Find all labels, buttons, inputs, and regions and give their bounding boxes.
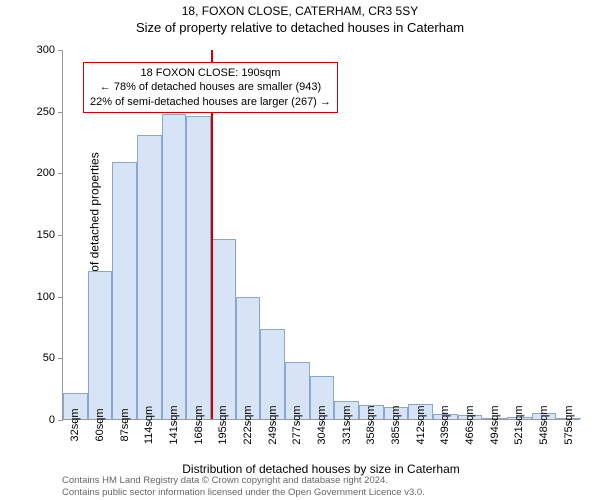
credits-line-2: Contains public sector information licen… [62, 487, 425, 498]
page-address: 18, FOXON CLOSE, CATERHAM, CR3 5SY [0, 4, 600, 18]
x-axis-label: Distribution of detached houses by size … [182, 462, 459, 476]
page-subtitle: Size of property relative to detached ho… [0, 20, 600, 35]
x-tick-label: 331sqm [341, 405, 353, 444]
x-tick-label: 60sqm [94, 408, 106, 441]
property-annotation-box: 18 FOXON CLOSE: 190sqm ← 78% of detached… [83, 62, 338, 113]
x-tick-label: 575sqm [563, 405, 575, 444]
x-tick-label: 222sqm [242, 405, 254, 444]
y-tick-label: 300 [37, 44, 55, 56]
credits: Contains HM Land Registry data © Crown c… [62, 475, 425, 498]
annotation-line-2: ← 78% of detached houses are smaller (94… [90, 80, 331, 94]
y-tick [58, 297, 63, 298]
y-tick-label: 50 [43, 352, 55, 364]
y-tick [58, 235, 63, 236]
x-tick-label: 249sqm [267, 405, 279, 444]
x-tick-label: 195sqm [217, 405, 229, 444]
plot-area: 05010015020025030032sqm60sqm87sqm114sqm1… [62, 50, 580, 420]
histogram-bar [211, 239, 236, 419]
histogram-bar [186, 116, 211, 419]
y-tick [58, 50, 63, 51]
histogram-bar [137, 135, 162, 419]
annotation-line-3: 22% of semi-detached houses are larger (… [90, 95, 331, 109]
x-tick-label: 141sqm [168, 405, 180, 444]
x-tick-label: 87sqm [119, 408, 131, 441]
x-tick-label: 358sqm [365, 405, 377, 444]
x-tick-label: 548sqm [538, 405, 550, 444]
histogram-bar [236, 297, 261, 419]
x-tick-label: 304sqm [316, 405, 328, 444]
x-tick-label: 385sqm [390, 405, 402, 444]
histogram-bar [162, 114, 187, 419]
y-tick [58, 112, 63, 113]
y-tick [58, 420, 63, 421]
histogram-bar [112, 162, 137, 419]
y-tick [58, 358, 63, 359]
histogram-chart: Number of detached properties 0501001502… [62, 50, 580, 420]
credits-line-1: Contains HM Land Registry data © Crown c… [62, 475, 425, 486]
y-tick [58, 173, 63, 174]
x-tick-label: 521sqm [513, 405, 525, 444]
y-tick-label: 250 [37, 106, 55, 118]
annotation-line-1: 18 FOXON CLOSE: 190sqm [90, 66, 331, 80]
x-tick-label: 412sqm [415, 405, 427, 444]
y-tick-label: 200 [37, 167, 55, 179]
y-tick-label: 100 [37, 291, 55, 303]
x-tick-label: 114sqm [143, 406, 155, 444]
x-tick-label: 466sqm [464, 405, 476, 444]
x-tick-label: 168sqm [193, 405, 205, 444]
histogram-bar [88, 271, 113, 419]
x-tick-label: 439sqm [439, 405, 451, 444]
x-tick-label: 494sqm [489, 405, 501, 444]
y-tick-label: 150 [37, 229, 55, 241]
y-tick-label: 0 [49, 414, 55, 426]
x-tick-label: 277sqm [291, 405, 303, 444]
x-tick-label: 32sqm [69, 408, 81, 441]
